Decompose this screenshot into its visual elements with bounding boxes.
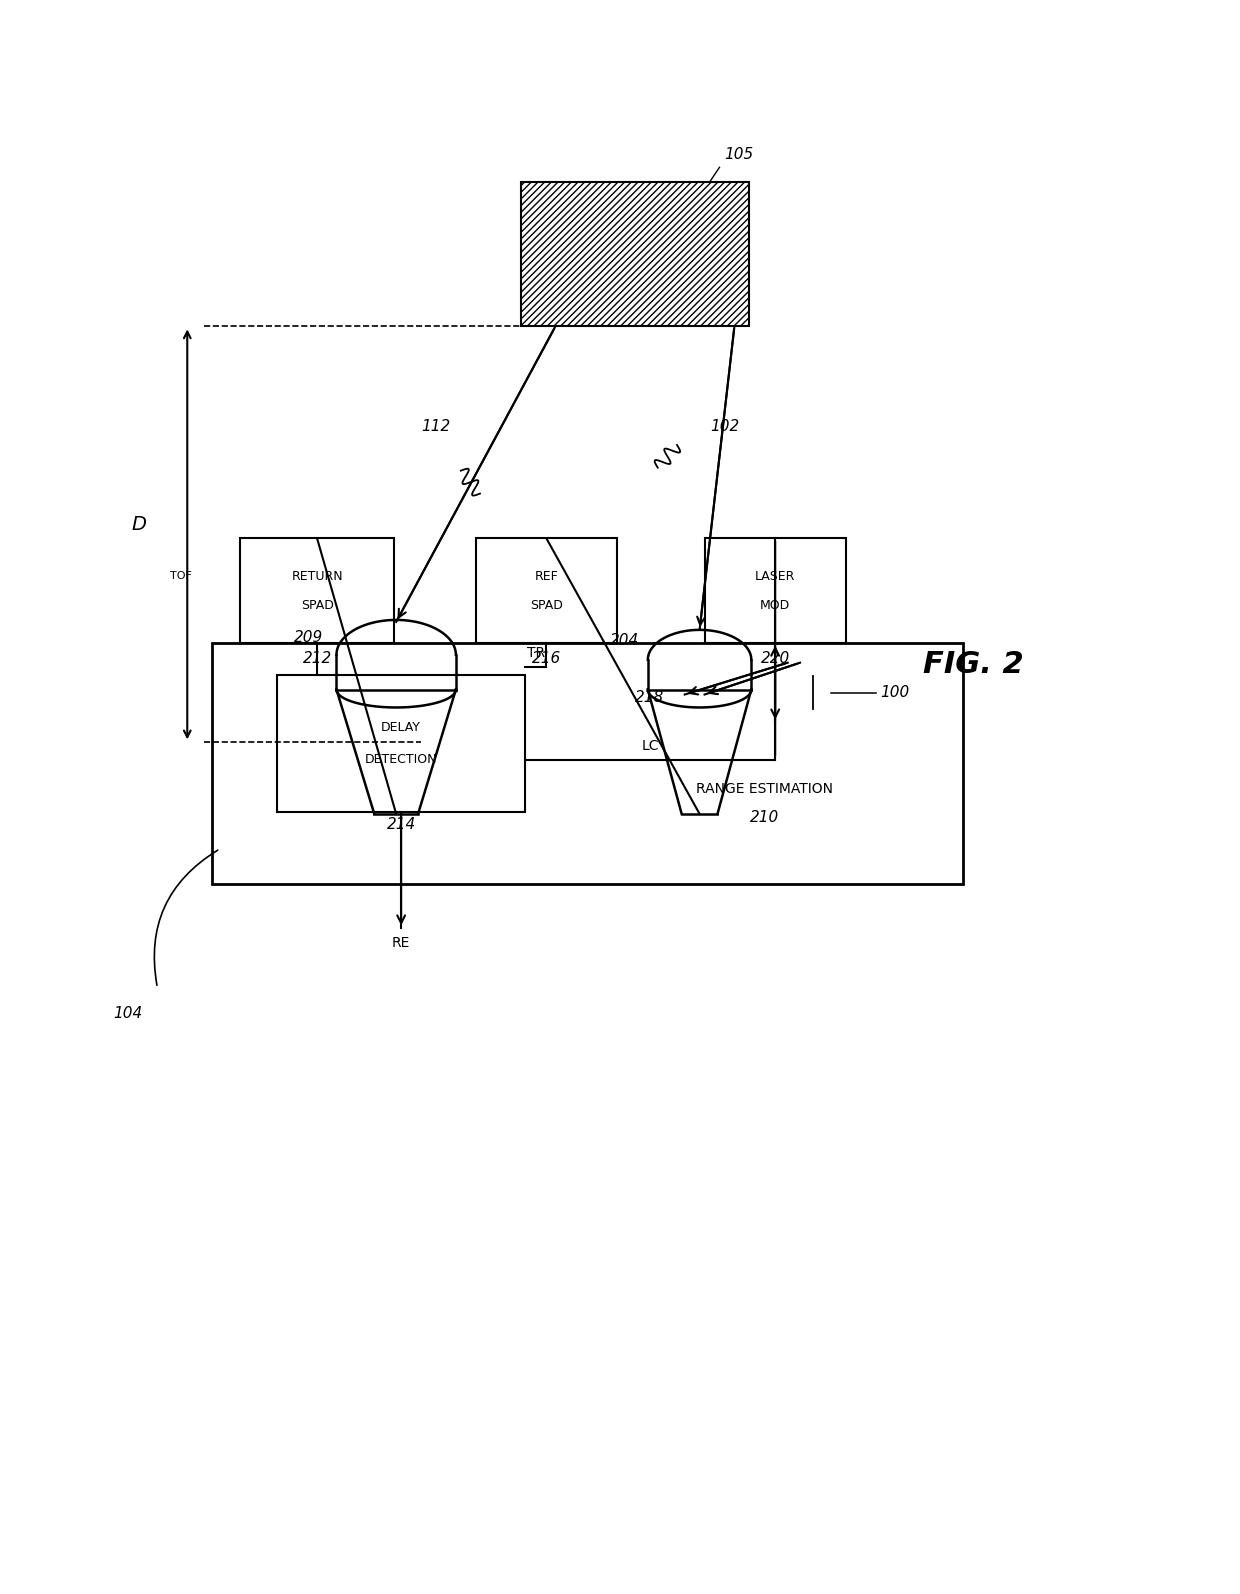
Text: 105: 105 [724,147,754,163]
Text: SPAD: SPAD [529,599,563,612]
Text: 214: 214 [387,816,415,832]
Text: REF: REF [534,571,558,583]
Text: 102: 102 [709,419,739,434]
Text: TOF: TOF [170,571,192,582]
Text: LC: LC [641,738,660,752]
Bar [704,539,846,642]
Text: 212: 212 [303,650,332,666]
Text: DETECTION: DETECTION [365,752,438,765]
Text: DELAY: DELAY [381,720,422,733]
Text: 220: 220 [760,650,790,666]
Bar [769,663,831,722]
Text: 218: 218 [635,690,665,706]
Bar [476,539,618,642]
Text: SPAD: SPAD [300,599,334,612]
Text: 210: 210 [750,810,779,824]
Text: RE: RE [392,936,410,950]
Text: 204: 204 [610,633,640,647]
Text: RANGE ESTIMATION: RANGE ESTIMATION [696,783,833,795]
Bar [212,642,963,883]
Bar [277,674,526,811]
Text: RETURN: RETURN [291,571,343,583]
Text: $D$: $D$ [130,515,146,534]
Text: MOD: MOD [760,599,790,612]
Text: 100: 100 [880,685,910,700]
Text: 209: 209 [294,630,324,646]
Text: 216: 216 [532,650,560,666]
Bar [241,539,394,642]
Text: LASER: LASER [755,571,795,583]
Text: TR: TR [527,646,546,660]
Text: 112: 112 [422,419,450,434]
Text: 104: 104 [113,1006,143,1020]
Bar [521,182,749,327]
Text: FIG. 2: FIG. 2 [923,650,1023,679]
